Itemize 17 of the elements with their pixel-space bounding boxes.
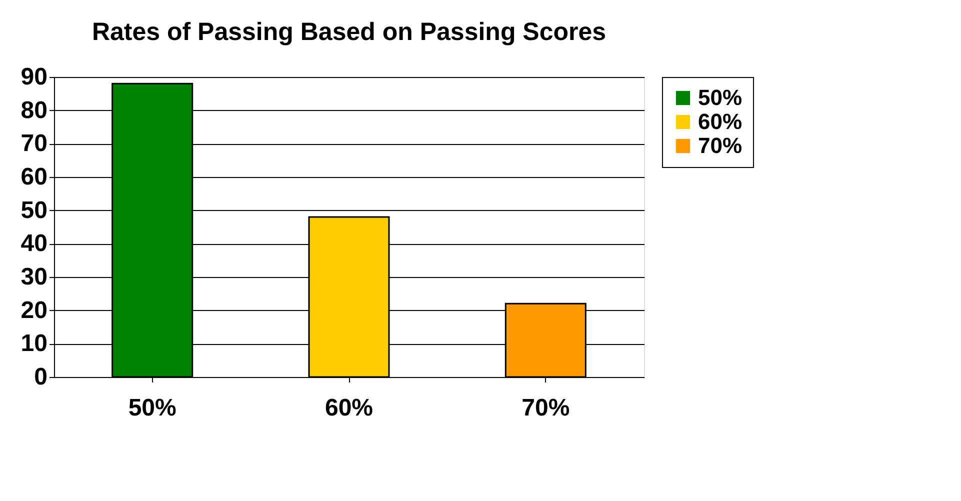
y-tick-label: 90 (20, 64, 48, 90)
y-tick-label: 10 (20, 330, 48, 358)
x-tick-label: 50% (128, 394, 176, 422)
y-tick-label: 50 (20, 196, 48, 224)
legend-label: 50% (698, 85, 742, 110)
legend-label: 60% (698, 109, 742, 134)
y-tick-label: 0 (34, 364, 48, 390)
y-tick-label: 60 (20, 164, 48, 190)
y-tick-label: 20 (20, 296, 48, 324)
x-tick-label: 70% (522, 394, 570, 422)
y-tick-label: 40 (20, 230, 48, 258)
y-tick-label: 30 (20, 264, 48, 290)
legend-label: 70% (698, 133, 742, 158)
x-tick-label: 60% (324, 394, 374, 422)
y-tick-label: 70 (20, 130, 48, 158)
chart-title: Rates of Passing Based on Passing Scores (92, 18, 606, 46)
y-tick-label: 80 (20, 96, 48, 124)
